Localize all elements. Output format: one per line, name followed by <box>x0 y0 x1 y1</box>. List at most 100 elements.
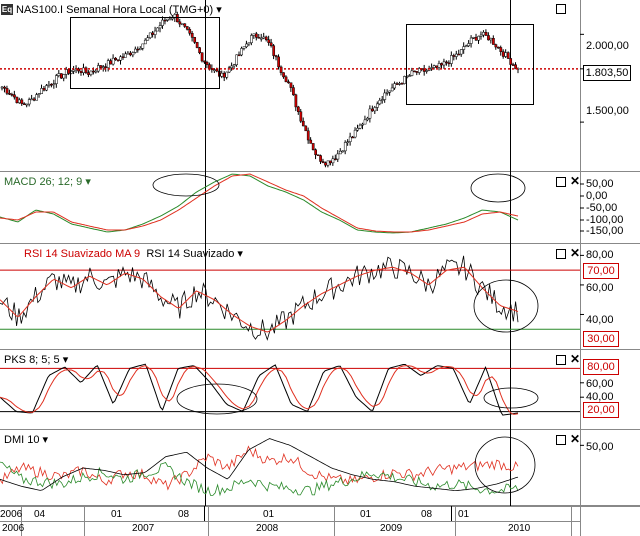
candle-body <box>67 69 71 74</box>
candle-body <box>42 88 46 91</box>
year-label: 2007 <box>132 523 155 534</box>
year-label: 2008 <box>256 523 279 534</box>
rsi-title[interactable]: RSI 14 Suavizado MA 9 RSI 14 Suavizado ▾ <box>24 247 243 260</box>
candle-body <box>440 63 443 66</box>
close-icon[interactable]: ✕ <box>570 246 581 260</box>
maximize-icon[interactable] <box>556 4 566 14</box>
dropdown-arrow-icon[interactable]: ▾ <box>82 176 91 188</box>
candle-body <box>148 32 152 39</box>
candle-body <box>294 94 298 108</box>
candle-body <box>398 83 401 85</box>
price-panel-title[interactable]: NAS100.I Semanal Hora Local (TMG+0) ▾ <box>16 3 222 16</box>
rsi-chart-svg <box>0 244 640 350</box>
maximize-icon[interactable] <box>556 355 566 365</box>
candle-body <box>25 103 29 106</box>
candle-body <box>311 143 315 150</box>
candle-body <box>501 51 505 57</box>
candle-body <box>417 68 421 73</box>
rsi-tick-60: 60,00 <box>586 282 614 294</box>
maximize-icon[interactable] <box>556 249 566 259</box>
rsi-upper-level-label: 70,00 <box>583 263 619 279</box>
pks-title[interactable]: PKS 8; 5; 5 ▾ <box>4 353 68 366</box>
candle-body <box>464 45 468 48</box>
candle-body <box>166 18 169 21</box>
dmi-plus-line <box>0 445 519 491</box>
dropdown-arrow-icon[interactable]: ▾ <box>234 248 243 260</box>
candle-body <box>348 136 352 142</box>
candle-body <box>240 48 243 56</box>
candle-body <box>18 99 21 104</box>
dmi-chart-svg <box>0 430 640 506</box>
candle-body <box>467 43 471 47</box>
year-label: 2009 <box>380 523 403 534</box>
candle-body <box>220 72 224 77</box>
candle-body <box>477 35 480 41</box>
candle-body <box>368 108 372 119</box>
candle-body <box>292 87 295 96</box>
candle-body <box>400 83 404 85</box>
candle-body <box>20 99 24 104</box>
candle-body <box>163 19 167 22</box>
maximize-icon[interactable] <box>556 177 566 187</box>
macd-tick-50: 50,00 <box>586 178 614 190</box>
adx-line <box>0 438 519 492</box>
candle-body <box>143 39 147 45</box>
candle-body <box>329 160 332 164</box>
candle-body <box>343 142 347 152</box>
candle-body <box>430 67 434 69</box>
candle-body <box>27 99 31 105</box>
macd-tick-m150: -150,00 <box>586 225 624 237</box>
dmi-title-text: DMI 10 <box>4 434 40 446</box>
candle-body <box>341 150 345 153</box>
candle-body <box>425 70 429 72</box>
maximize-icon[interactable] <box>556 435 566 445</box>
candle-body <box>378 100 382 105</box>
candle-body <box>316 154 320 156</box>
candle-body <box>338 150 342 155</box>
candle-body <box>277 56 280 68</box>
candle-body <box>479 34 483 37</box>
candle-body <box>106 60 110 68</box>
close-icon[interactable]: ✕ <box>570 174 581 188</box>
close-icon[interactable]: ✕ <box>570 432 581 446</box>
rsi-panel[interactable]: RSI 14 Suavizado MA 9 RSI 14 Suavizado ▾… <box>0 244 640 350</box>
macd-chart-svg <box>0 172 640 244</box>
candle-body <box>393 83 397 89</box>
dropdown-arrow-icon[interactable]: ▾ <box>59 354 69 366</box>
candle-body <box>306 130 310 141</box>
candle-body <box>82 67 85 73</box>
candle-body <box>185 26 189 30</box>
candle-body <box>262 36 266 39</box>
macd-title[interactable]: MACD 26; 12; 9 ▾ <box>4 175 91 188</box>
annotation-circle <box>483 387 539 409</box>
candle-body <box>482 31 485 36</box>
candle-body <box>319 155 322 162</box>
dmi-panel[interactable]: DMI 10 ▾ ✕ 50,00 <box>0 430 640 506</box>
candle-body <box>445 61 448 64</box>
candle-body <box>371 108 374 112</box>
candle-body <box>13 94 16 98</box>
candle-body <box>346 141 350 143</box>
candle-body <box>208 64 211 69</box>
candle-body <box>410 70 414 76</box>
candle-body <box>124 53 127 58</box>
pks-panel[interactable]: PKS 8; 5; 5 ▾ ✕ 80,00 60,00 40,00 20,00 <box>0 350 640 430</box>
dropdown-arrow-icon[interactable]: ▾ <box>39 434 49 446</box>
candle-body <box>119 56 122 61</box>
candle-body <box>245 43 248 48</box>
macd-tick-0: 0,00 <box>586 190 608 202</box>
close-icon[interactable]: ✕ <box>570 352 581 366</box>
candle-body <box>247 42 251 45</box>
candle-body <box>284 76 288 83</box>
candle-body <box>188 29 192 34</box>
macd-panel[interactable]: MACD 26; 12; 9 ▾ ✕ 50,00 0,00 -50,00 -10… <box>0 172 640 244</box>
candle-body <box>487 35 490 41</box>
dropdown-arrow-icon[interactable]: ▾ <box>213 4 222 16</box>
candle-body <box>22 103 26 105</box>
price-panel[interactable]: Eq NAS100.I Semanal Hora Local (TMG+0) ▾… <box>0 0 640 172</box>
dmi-title[interactable]: DMI 10 ▾ <box>4 433 48 446</box>
candle-body <box>153 30 157 35</box>
time-axis[interactable]: 2006 04 01 08 01 01 08 01 2006 2007 2008… <box>0 506 640 536</box>
candle-body <box>274 55 278 58</box>
candle-body <box>193 37 197 43</box>
